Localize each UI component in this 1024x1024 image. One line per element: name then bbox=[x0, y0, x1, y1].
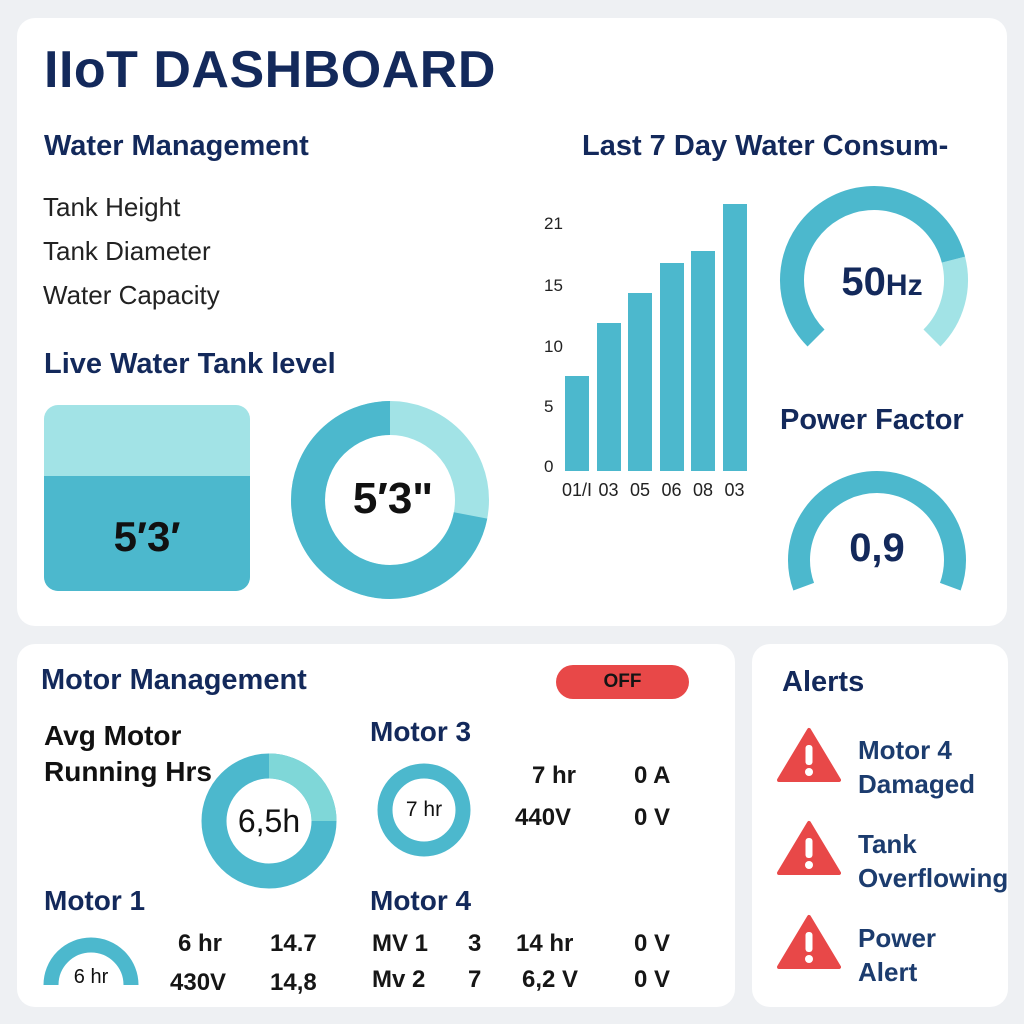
warning-icon bbox=[777, 728, 841, 782]
y-tick-label: 15 bbox=[544, 276, 563, 295]
motor4-row1-name: MV 1 bbox=[372, 930, 429, 957]
power-factor-title: Power Factor bbox=[780, 404, 964, 436]
motor1-reading-a: 14.7 bbox=[270, 930, 317, 957]
avg-running-label-line2: Running Hrs bbox=[44, 756, 212, 787]
chart-bar[interactable] bbox=[722, 203, 747, 471]
spec-water-capacity: Water Capacity bbox=[43, 280, 220, 310]
warning-icon bbox=[777, 915, 841, 969]
motor3-hours: 7 hr bbox=[532, 762, 577, 789]
consumption-title: Last 7 Day Water Consum- bbox=[582, 130, 949, 162]
chart-bar[interactable] bbox=[659, 263, 684, 471]
alert-3-line2: Alert bbox=[858, 957, 918, 987]
avg-running-label: Avg Motor Running Hrs bbox=[44, 718, 212, 790]
frequency-gauge bbox=[780, 186, 968, 347]
warning-icon bbox=[777, 821, 841, 875]
motor3-title: Motor 3 bbox=[370, 716, 472, 747]
live-tank-title: Live Water Tank level bbox=[44, 348, 336, 380]
y-tick-label: 5 bbox=[544, 397, 554, 416]
motor3-gauge bbox=[377, 763, 471, 857]
x-tick-label: 01/I bbox=[561, 480, 593, 500]
x-tick-label: 03 bbox=[598, 480, 619, 500]
motor4-row1-num: 3 bbox=[468, 930, 482, 957]
x-tick-label: 06 bbox=[661, 480, 682, 500]
motor3-current: 0 A bbox=[634, 762, 671, 789]
tank-ring-value: 5′3" bbox=[352, 474, 434, 523]
avg-running-label-line1: Avg Motor bbox=[44, 720, 182, 751]
alert-tank-overflowing[interactable]: Tank Overflowing bbox=[858, 827, 1008, 895]
alert-power[interactable]: Power Alert bbox=[858, 921, 936, 989]
motor1-title: Motor 1 bbox=[44, 885, 146, 916]
y-tick-label: 10 bbox=[544, 337, 563, 356]
water-management-title: Water Management bbox=[44, 130, 309, 162]
motor1-hours: 6 hr bbox=[178, 930, 223, 957]
motor4-row2-output: 0 V bbox=[634, 966, 671, 993]
motor3-voltage: 440V bbox=[515, 804, 572, 831]
alert-3-line1: Power bbox=[858, 923, 937, 953]
avg-running-value: 6,5h bbox=[237, 803, 301, 839]
page-title: IIoT DASHBOARD bbox=[44, 41, 496, 99]
chart-bar[interactable] bbox=[628, 292, 652, 471]
x-tick-label: 08 bbox=[692, 480, 714, 500]
tank-ring-gauge bbox=[291, 401, 489, 599]
chart-bar[interactable] bbox=[691, 251, 715, 471]
motor-panel bbox=[17, 644, 735, 1007]
motor1-gauge bbox=[43, 937, 139, 986]
motor4-row2-value: 6,2 V bbox=[522, 966, 579, 993]
power-factor-gauge bbox=[788, 471, 966, 591]
motor-management-title: Motor Management bbox=[41, 664, 307, 696]
chart-bar[interactable] bbox=[565, 376, 589, 471]
motor4-row1-output: 0 V bbox=[634, 930, 671, 957]
alert-2-line1: Tank bbox=[858, 829, 917, 859]
y-tick-label: 21 bbox=[544, 214, 563, 233]
motor-status-toggle[interactable]: OFF bbox=[556, 665, 689, 699]
frequency-number: 50 bbox=[841, 260, 886, 304]
motor4-row2-num: 7 bbox=[468, 966, 482, 993]
motor1-gauge-value: 6 hr bbox=[73, 966, 109, 988]
alert-1-line2: Damaged bbox=[858, 769, 976, 799]
tank-level-fill bbox=[44, 475, 250, 591]
motor3-output-voltage: 0 V bbox=[634, 804, 671, 831]
alert-2-line2: Overflowing bbox=[858, 863, 1009, 893]
motor4-title: Motor 4 bbox=[370, 885, 472, 916]
tank-level-indicator: 5′3′ bbox=[44, 405, 250, 591]
spec-tank-height: Tank Height bbox=[43, 192, 181, 222]
motor1-reading-b: 14,8 bbox=[270, 969, 317, 996]
chart-bar[interactable] bbox=[596, 322, 621, 471]
power-factor-value: 0,9 bbox=[849, 526, 905, 570]
avg-running-gauge bbox=[201, 753, 337, 889]
alerts-title: Alerts bbox=[782, 666, 865, 698]
alert-1-line1: Motor 4 bbox=[858, 735, 952, 765]
alert-motor-damaged[interactable]: Motor 4 Damaged bbox=[858, 733, 975, 801]
motor3-gauge-value: 7 hr bbox=[405, 798, 443, 821]
frequency-value: 50Hz bbox=[812, 260, 952, 305]
x-tick-label: 03 bbox=[724, 480, 745, 500]
tank-level-value: 5′3′ bbox=[113, 513, 181, 560]
y-tick-label: 0 bbox=[544, 457, 554, 476]
spec-tank-diameter: Tank Diameter bbox=[43, 236, 211, 266]
frequency-unit: Hz bbox=[885, 269, 923, 302]
motor4-row1-value: 14 hr bbox=[516, 930, 574, 957]
x-tick-label: 05 bbox=[629, 480, 651, 500]
motor1-voltage: 430V bbox=[170, 969, 227, 996]
motor4-row2-name: Mv 2 bbox=[372, 966, 426, 993]
